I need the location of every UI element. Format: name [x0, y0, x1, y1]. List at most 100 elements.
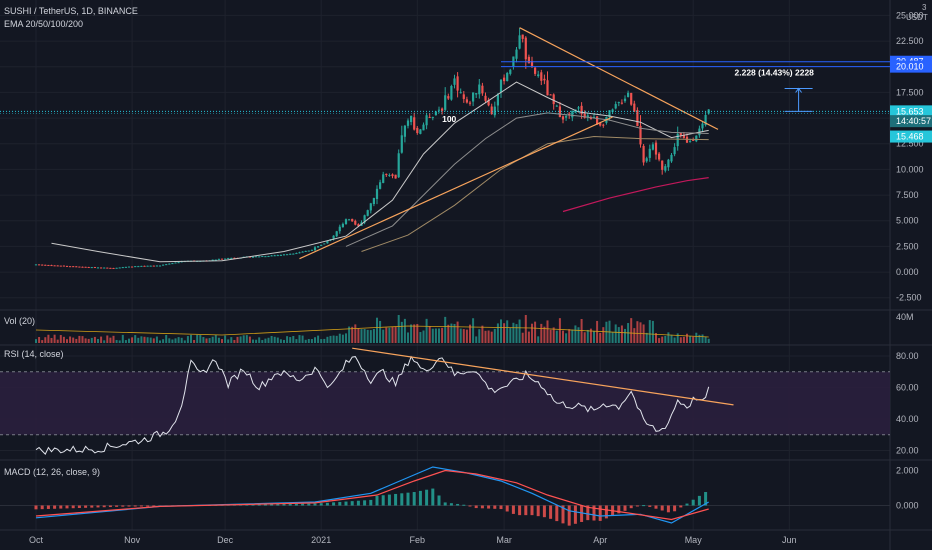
macd-histogram-bar [363, 500, 367, 506]
candle-body [149, 265, 152, 267]
volume-bar [35, 339, 37, 343]
volume-bar [264, 338, 267, 343]
volume-bar [78, 335, 81, 343]
rsi-axis-tick: 40.00 [896, 414, 919, 424]
ema-indicator-label[interactable]: EMA 20/50/100/200 [4, 19, 84, 29]
measure-label: 2.228 (14.43%) 2228 [735, 68, 815, 78]
volume-bar [707, 338, 710, 343]
price-tag-label: 14:40:57 [896, 116, 931, 126]
candle-body [50, 265, 53, 267]
price-axis-tick: 0.000 [896, 267, 919, 277]
volume-bar [363, 329, 366, 343]
candle-body [441, 108, 444, 111]
volume-bar [121, 334, 124, 343]
volume-bar [462, 329, 465, 343]
volume-bar [354, 324, 357, 343]
macd-histogram-bar [350, 501, 354, 506]
volume-bar [351, 326, 354, 343]
macd-histogram-bar [127, 505, 131, 507]
macd-histogram-bar [518, 505, 522, 516]
volume-bar [199, 335, 202, 343]
volume-bar [596, 320, 599, 343]
volume-bar [518, 319, 521, 343]
volume-bar [242, 335, 245, 343]
candle-body [521, 34, 524, 39]
candle-body [335, 231, 338, 237]
volume-bar [552, 327, 555, 343]
volume-bar [645, 332, 648, 343]
candle-body [273, 255, 276, 257]
candle-body [168, 263, 171, 265]
volume-bar [565, 333, 568, 343]
macd-histogram-bar [96, 505, 100, 508]
macd-histogram-bar [270, 504, 274, 506]
volume-indicator-label[interactable]: Vol (20) [4, 316, 36, 326]
macd-histogram-bar [313, 503, 317, 506]
volume-bar [670, 334, 673, 343]
volume-bar [258, 337, 261, 343]
volume-bar [493, 328, 496, 343]
volume-bar [273, 336, 276, 343]
macd-histogram-bar [456, 503, 460, 506]
macd-histogram-bar [474, 505, 478, 509]
volume-bar [481, 325, 484, 343]
macd-histogram-bar [648, 505, 652, 507]
volume-bar [453, 323, 456, 343]
candle-body [611, 109, 614, 112]
macd-indicator-label[interactable]: MACD (12, 26, close, 9) [4, 467, 101, 477]
volume-bar [568, 329, 571, 343]
time-axis-label: Mar [496, 535, 512, 545]
candle-body [586, 115, 589, 118]
volume-bar [478, 329, 481, 343]
candle-body [264, 256, 267, 258]
volume-bar [562, 330, 564, 343]
rsi-line [35, 355, 710, 455]
candle-body [65, 265, 69, 267]
macd-histogram-bar [468, 505, 472, 507]
volume-bar [224, 335, 227, 343]
macd-histogram-bar [604, 505, 608, 519]
candle-body [146, 265, 149, 267]
macd-histogram-bar [115, 505, 119, 507]
candle-body [623, 98, 627, 102]
volume-bar [183, 340, 186, 343]
candle-body [47, 264, 50, 266]
candle-body [642, 145, 645, 163]
candle-body [608, 110, 611, 118]
candle-body [484, 95, 487, 101]
macd-histogram-bar [499, 505, 503, 510]
volume-bar [149, 337, 152, 343]
candle-body [515, 49, 518, 59]
volume-bar [397, 315, 400, 343]
volume-bar [100, 336, 103, 343]
volume-bar [403, 318, 406, 343]
macd-histogram-bar [84, 505, 88, 508]
volume-bar [93, 336, 96, 343]
candle-body [459, 92, 462, 94]
macd-histogram-bar [654, 505, 658, 509]
volume-bar [658, 338, 661, 343]
currency-label: USDT [906, 13, 928, 22]
candle-body [93, 267, 96, 269]
rsi-indicator-label[interactable]: RSI (14, close) [4, 349, 64, 359]
volume-bar [118, 340, 121, 343]
time-axis-label: Apr [593, 535, 607, 545]
volume-bar [261, 340, 264, 343]
candle-body [410, 115, 413, 123]
volume-bar [388, 327, 391, 343]
volume-bar [416, 323, 419, 343]
volume-bar [196, 334, 199, 343]
candle-body [388, 174, 391, 176]
volume-bar [255, 339, 258, 343]
macd-histogram-bar [108, 505, 112, 508]
volume-bar [180, 337, 183, 343]
macd-histogram-bar [530, 505, 534, 516]
volume-bar [456, 321, 459, 343]
candle-body [571, 110, 574, 118]
macd-histogram-bar [77, 505, 81, 509]
candle-body [41, 264, 44, 266]
candle-body [375, 188, 379, 199]
volume-bar [574, 325, 577, 343]
